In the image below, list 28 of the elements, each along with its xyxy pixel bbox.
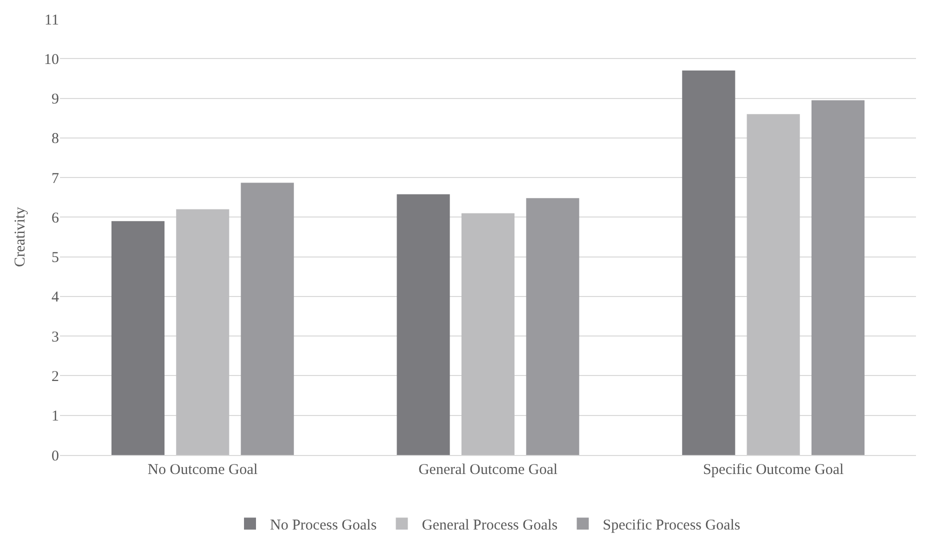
y-tick-label: 11 <box>44 12 59 28</box>
bar <box>240 182 294 455</box>
y-tick-label: 9 <box>52 92 59 108</box>
bar <box>746 114 800 455</box>
y-tick-label: 10 <box>44 52 59 68</box>
bar <box>526 198 580 455</box>
bar <box>111 221 165 455</box>
y-tick-label: 3 <box>52 329 59 346</box>
x-tick-label: General Outcome Goal <box>418 462 558 478</box>
bar <box>176 209 230 455</box>
y-tick-label: 7 <box>52 170 60 187</box>
bar <box>682 70 736 455</box>
legend-label: General Process Goals <box>422 517 558 534</box>
y-tick-label: 1 <box>52 408 59 425</box>
bar <box>396 194 450 455</box>
y-tick-label: 5 <box>52 250 59 266</box>
x-tick-label: No Outcome Goal <box>148 462 258 478</box>
x-tick-label: Specific Outcome Goal <box>702 462 844 478</box>
y-axis-title: Creativity <box>12 206 28 267</box>
y-tick-label: 2 <box>52 368 59 385</box>
legend-label: No Process Goals <box>270 517 377 534</box>
y-tick-label: 8 <box>52 131 59 148</box>
bar <box>461 213 515 455</box>
legend-label: Specific Process Goals <box>602 517 740 534</box>
bar <box>811 100 865 455</box>
y-tick-label: 4 <box>52 290 60 306</box>
y-tick-label: 0 <box>52 448 59 464</box>
y-tick-label: 6 <box>52 210 60 226</box>
